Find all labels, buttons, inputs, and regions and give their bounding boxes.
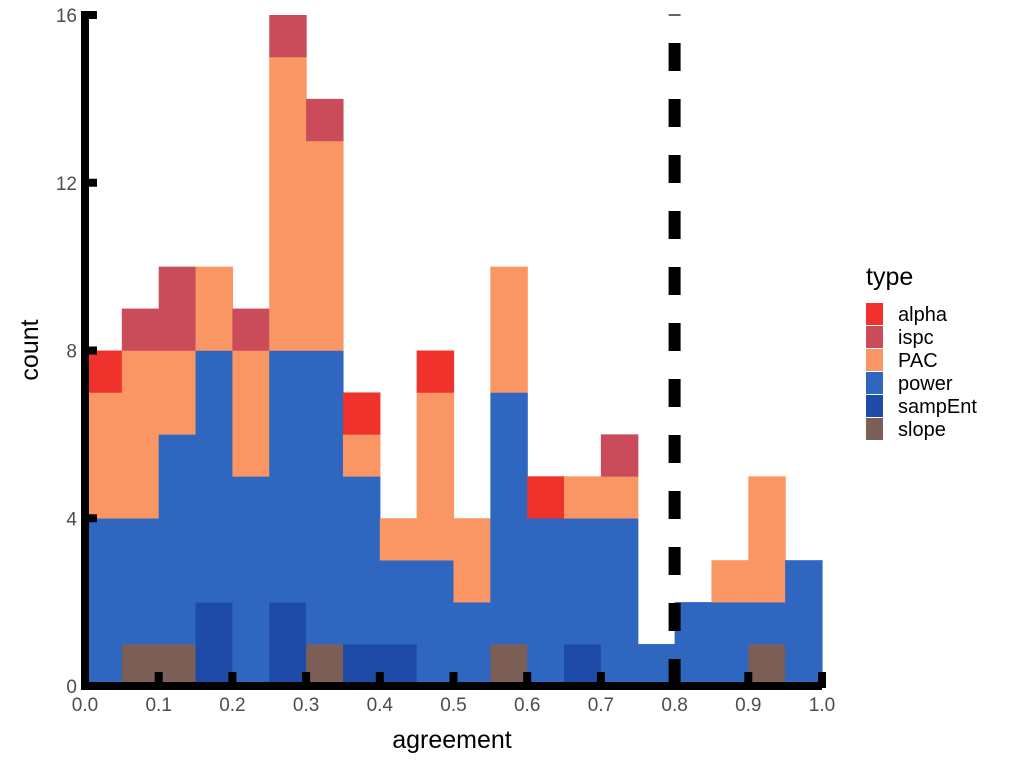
x-tick-label-8: 0.8 (661, 695, 687, 716)
bar-ispc-6 (306, 98, 344, 142)
y-tick-label-4: 16 (56, 6, 77, 27)
bar-power-3 (195, 350, 233, 603)
bar-ispc-4 (232, 308, 270, 351)
bar-power-1 (121, 518, 160, 645)
bar-alpha-7 (342, 392, 381, 435)
bar-PAC-0 (85, 392, 123, 519)
bar-power-2 (158, 434, 197, 645)
bar-power-17 (711, 602, 749, 687)
legend-key-alpha (866, 303, 883, 325)
bar-slope-2 (158, 644, 197, 687)
bar-PAC-5 (269, 56, 307, 351)
legend-label-alpha: alpha (898, 304, 948, 326)
x-tick-label-4: 0.4 (367, 695, 394, 716)
bar-sampEnt-5 (269, 602, 307, 687)
bar-power-19 (785, 560, 823, 687)
legend-key-power (866, 372, 883, 394)
y-tick-label-1: 4 (66, 509, 77, 530)
x-tick-label-3: 0.3 (293, 695, 319, 716)
x-tick-label-7: 0.7 (588, 695, 614, 716)
bar-ispc-14 (600, 434, 639, 477)
x-axis-title: agreement (392, 726, 512, 754)
bar-ispc-5 (269, 15, 307, 58)
legend-label-sampEnt: sampEnt (898, 396, 977, 418)
bar-alpha-9 (416, 350, 455, 393)
bar-PAC-8 (379, 518, 418, 561)
bar-slope-18 (748, 644, 786, 687)
legend-title: type (866, 263, 913, 291)
y-tick-label-3: 12 (56, 174, 77, 195)
bar-sampEnt-13 (564, 644, 602, 687)
bar-power-4 (232, 476, 270, 687)
bar-power-10 (453, 602, 491, 687)
bar-power-9 (416, 560, 455, 687)
bar-slope-6 (306, 644, 344, 687)
x-tick-label-1: 0.1 (145, 695, 171, 716)
bar-PAC-2 (158, 350, 197, 435)
bar-power-14 (600, 518, 639, 687)
x-tick-label-0: 0.0 (72, 695, 98, 716)
x-tick-label-6: 0.6 (514, 695, 540, 716)
bar-PAC-14 (600, 476, 639, 519)
bar-power-12 (527, 518, 565, 687)
bar-PAC-18 (748, 476, 786, 603)
legend-key-PAC (866, 349, 883, 371)
bar-alpha-0 (85, 350, 123, 393)
bar-alpha-12 (527, 476, 565, 519)
bar-power-16 (674, 602, 713, 687)
bar-slope-11 (490, 644, 528, 687)
bar-power-5 (269, 350, 307, 603)
bar-power-11 (490, 392, 528, 645)
x-tick-label-10: 1.0 (809, 695, 835, 716)
legend-key-ispc (866, 326, 883, 348)
bar-PAC-1 (121, 350, 160, 519)
bar-slope-1 (121, 644, 160, 687)
bar-power-18 (748, 602, 786, 645)
bar-PAC-10 (453, 518, 491, 603)
x-tick-label-2: 0.2 (219, 695, 245, 716)
bar-sampEnt-7 (342, 644, 381, 687)
bars-layer (85, 15, 823, 687)
legend-label-ispc: ispc (898, 327, 934, 349)
bar-PAC-4 (232, 350, 270, 477)
bar-power-13 (564, 518, 602, 645)
x-tick-label-9: 0.9 (735, 695, 761, 716)
legend-label-power: power (898, 373, 953, 395)
bar-ispc-2 (158, 266, 197, 351)
bar-PAC-3 (195, 266, 233, 351)
bar-power-7 (342, 476, 381, 645)
bar-power-8 (379, 560, 418, 645)
bar-PAC-7 (342, 434, 381, 477)
legend-label-PAC: PAC (898, 350, 938, 372)
bar-power-0 (85, 518, 123, 687)
bar-ispc-1 (121, 308, 160, 351)
bar-PAC-17 (711, 560, 749, 603)
bar-PAC-6 (306, 140, 344, 351)
y-tick-label-2: 8 (66, 342, 77, 363)
y-tick-label-0: 0 (66, 677, 77, 698)
bar-PAC-13 (564, 476, 602, 519)
y-axis-title: count (16, 319, 44, 380)
bar-PAC-11 (490, 266, 528, 393)
bar-PAC-9 (416, 392, 455, 561)
legend-key-sampEnt (866, 395, 883, 417)
reference-line-layer (668, 14, 681, 686)
bar-sampEnt-8 (379, 644, 418, 687)
bar-power-6 (306, 350, 344, 645)
x-tick-label-5: 0.5 (440, 695, 466, 716)
axes-layer: 0.0 0.1 0.2 0.3 0.4 0.5 0.6 0.7 0.8 0.9 1.0 0 4 8 12 16 (56, 6, 835, 716)
legend-key-slope (866, 418, 883, 440)
legend-label-slope: slope (898, 419, 946, 441)
bar-sampEnt-3 (195, 602, 233, 687)
